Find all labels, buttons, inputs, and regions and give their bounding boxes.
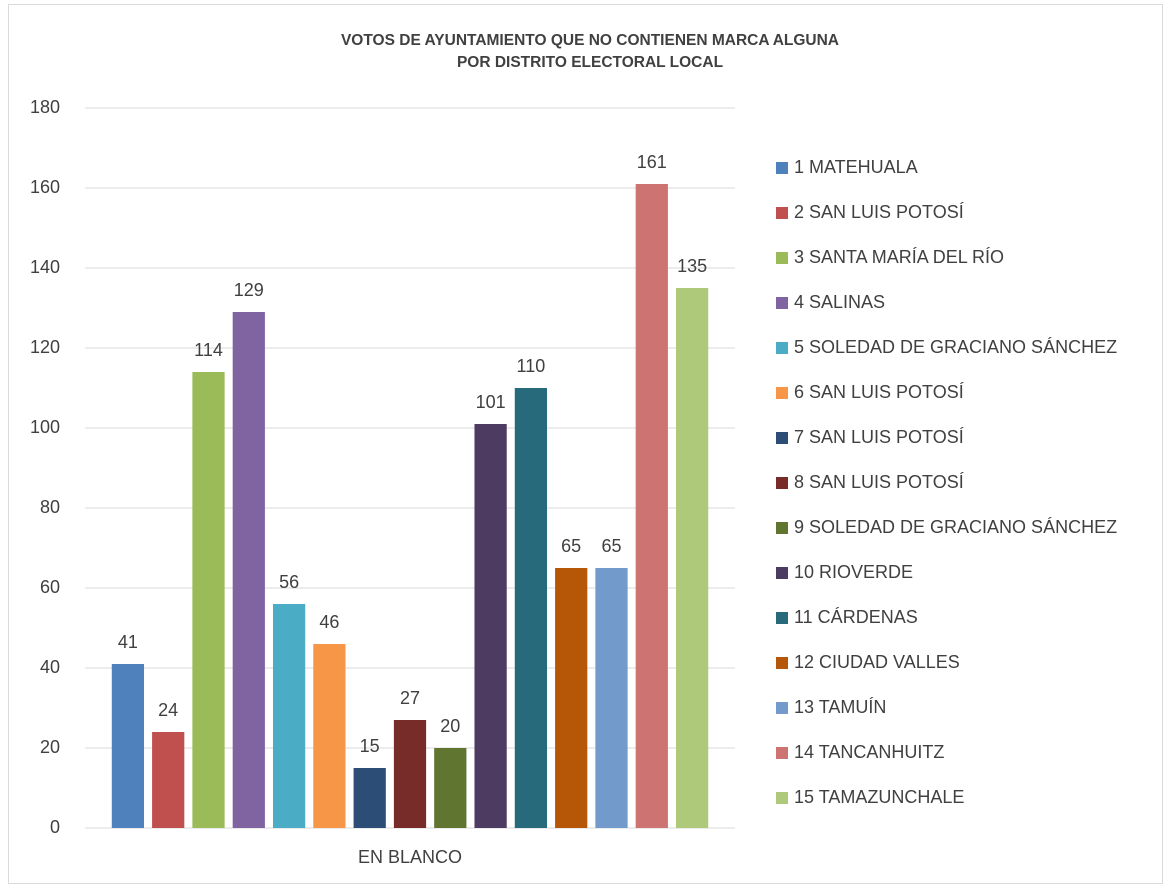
legend-swatch [776, 612, 788, 624]
bar [313, 644, 346, 828]
chart-subtitle: POR DISTRITO ELECTORAL LOCAL [457, 54, 723, 71]
data-label: 129 [234, 280, 264, 300]
legend-swatch [776, 747, 788, 759]
y-tick-label: 0 [50, 817, 60, 837]
legend-label: 15 TAMAZUNCHALE [794, 787, 964, 807]
legend-label: 8 SAN LUIS POTOSÍ [794, 472, 964, 492]
bar [474, 424, 507, 828]
bar [272, 604, 306, 828]
data-label: 24 [158, 700, 178, 720]
legend-label: 13 TAMUÍN [794, 697, 886, 717]
legend-swatch [776, 792, 788, 804]
data-label: 101 [476, 392, 506, 412]
legend-label: 6 SAN LUIS POTOSÍ [794, 382, 964, 402]
data-label: 110 [517, 356, 546, 376]
data-label: 114 [194, 340, 223, 360]
legend-label: 5 SOLEDAD DE GRACIANO SÁNCHEZ [794, 337, 1117, 357]
legend-swatch [776, 702, 788, 714]
bar [353, 768, 386, 828]
y-tick-label: 100 [30, 417, 60, 437]
legend-swatch [776, 657, 788, 669]
data-label: 65 [561, 536, 581, 556]
bar [635, 184, 668, 828]
legend-swatch [776, 252, 788, 264]
bar [393, 720, 427, 828]
legend-swatch [776, 522, 788, 534]
data-label: 20 [440, 716, 460, 736]
chart-title: VOTOS DE AYUNTAMIENTO QUE NO CONTIENEN M… [341, 32, 839, 49]
legend-swatch [776, 387, 788, 399]
legend-swatch [776, 297, 788, 309]
bar [152, 732, 185, 828]
legend-label: 9 SOLEDAD DE GRACIANO SÁNCHEZ [794, 517, 1117, 537]
bar [434, 748, 467, 828]
legend-swatch [776, 162, 788, 174]
y-tick-label: 60 [40, 577, 60, 597]
data-label: 65 [601, 536, 621, 556]
bar [675, 288, 709, 828]
x-tick-label: EN BLANCO [358, 847, 462, 867]
bar [111, 664, 145, 828]
data-label: 27 [400, 688, 420, 708]
legend-label: 7 SAN LUIS POTOSÍ [794, 427, 964, 447]
y-tick-label: 180 [30, 97, 60, 117]
legend-swatch [776, 432, 788, 444]
data-label: 135 [677, 256, 707, 276]
data-label: 161 [637, 152, 667, 172]
data-label: 41 [118, 632, 138, 652]
legend-swatch [776, 207, 788, 219]
y-tick-label: 140 [30, 257, 60, 277]
legend-label: 4 SALINAS [794, 292, 885, 312]
legend-label: 14 TANCANHUITZ [794, 742, 944, 762]
y-tick-label: 120 [30, 337, 60, 357]
bar [192, 372, 225, 828]
y-tick-label: 160 [30, 177, 60, 197]
legend-label: 10 RIOVERDE [794, 562, 913, 582]
y-tick-label: 40 [40, 657, 60, 677]
data-label: 56 [279, 572, 299, 592]
bar [595, 568, 628, 828]
legend-swatch [776, 567, 788, 579]
y-tick-label: 80 [40, 497, 60, 517]
legend-swatch [776, 477, 788, 489]
bar [555, 568, 588, 828]
legend-label: 1 MATEHUALA [794, 157, 918, 177]
data-label: 15 [360, 736, 380, 756]
bar [232, 312, 265, 828]
data-label: 46 [319, 612, 339, 632]
bar [514, 388, 548, 828]
legend-label: 12 CIUDAD VALLES [794, 652, 960, 672]
legend-label: 11 CÁRDENAS [794, 607, 918, 627]
y-tick-label: 20 [40, 737, 60, 757]
legend-swatch [776, 342, 788, 354]
legend-label: 3 SANTA MARÍA DEL RÍO [794, 247, 1004, 267]
legend-label: 2 SAN LUIS POTOSÍ [794, 202, 964, 222]
